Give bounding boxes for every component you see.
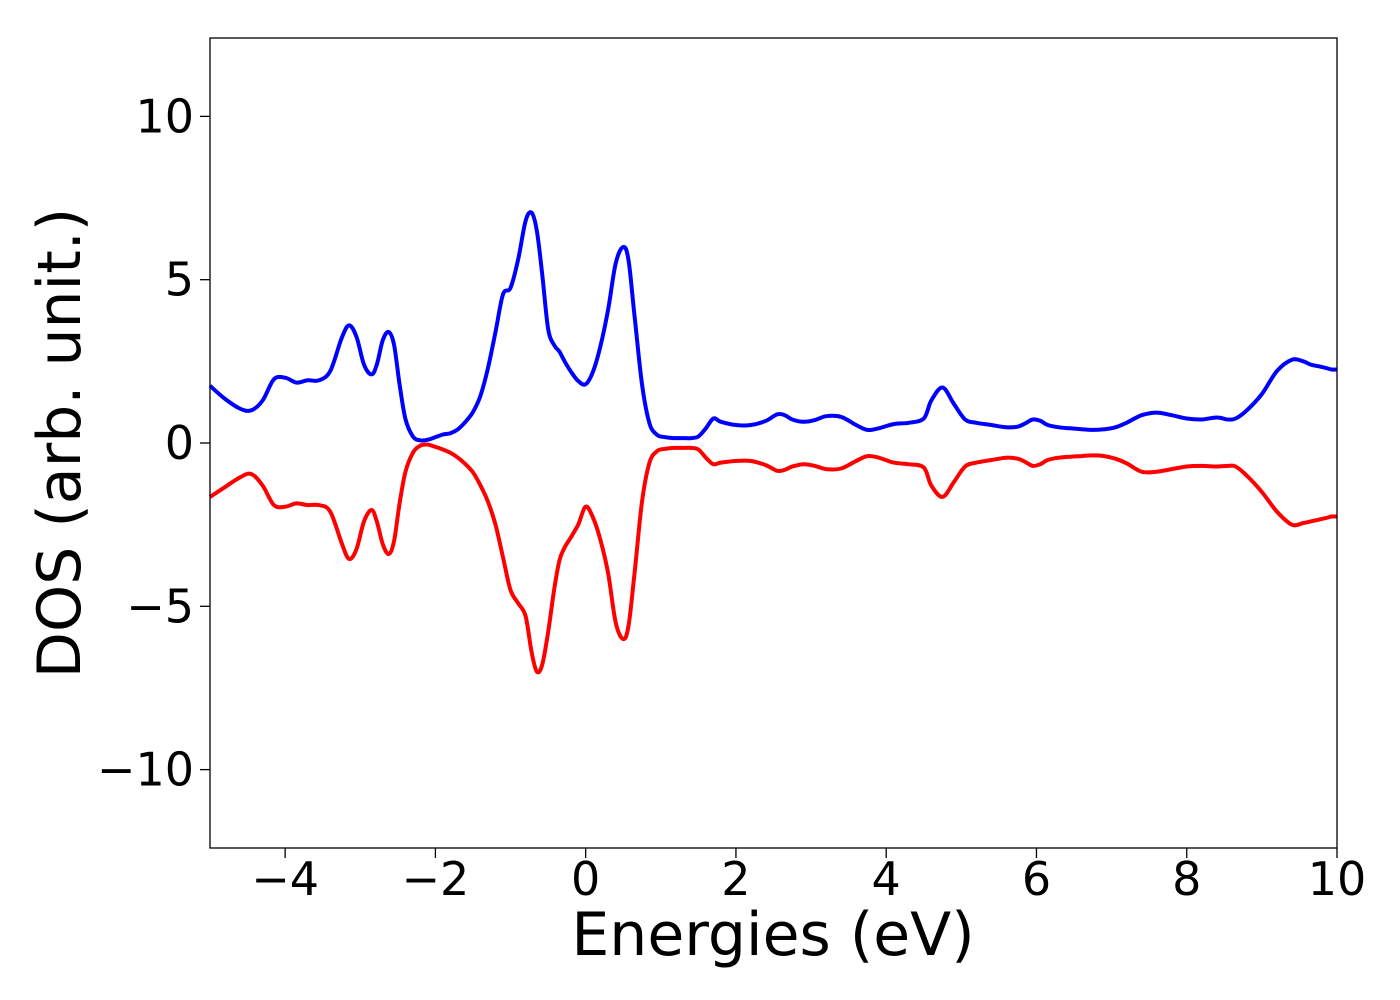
x-tick-label: 2: [721, 852, 750, 906]
x-tick-label: 8: [1172, 852, 1201, 906]
y-axis-ticks: −10 −5 0 5 10: [97, 89, 210, 797]
plot-frame: [209, 37, 1338, 849]
plot-area: [210, 38, 1337, 848]
series-line-1: [208, 442, 1338, 675]
y-tick-label: 5: [165, 253, 194, 307]
y-tick-label: 0: [165, 416, 194, 470]
x-tick-label: −4: [251, 852, 319, 906]
x-axis-title: Energies (eV): [571, 900, 974, 970]
series-line-0: [208, 210, 1338, 443]
series-layer: [208, 210, 1338, 675]
x-axis-ticks: −4 −2 0 2 4 6 8 10: [251, 848, 1366, 906]
x-tick-label: 4: [872, 852, 901, 906]
x-tick-label: 0: [571, 852, 600, 906]
x-tick-label: −2: [401, 852, 469, 906]
x-tick-label: 10: [1308, 852, 1367, 906]
y-tick-label: −10: [97, 743, 194, 797]
x-tick-label: 6: [1022, 852, 1051, 906]
y-tick-label: −5: [126, 579, 194, 633]
y-tick-label: 10: [135, 89, 194, 143]
y-axis-title: DOS (arb. unit.): [25, 208, 95, 678]
